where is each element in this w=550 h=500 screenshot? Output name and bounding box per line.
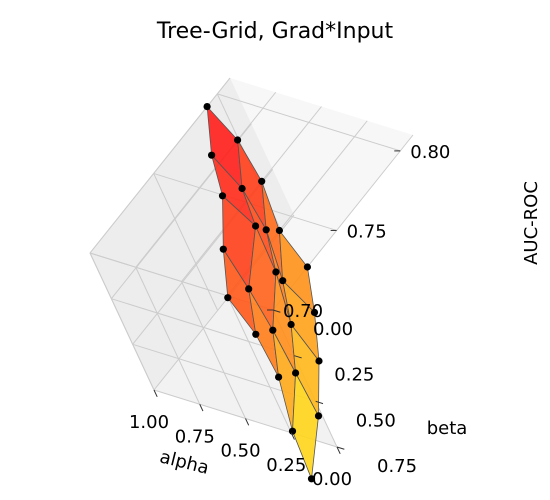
data-point	[314, 412, 323, 420]
data-point	[245, 285, 253, 293]
z-tick-label: 0.80	[410, 142, 450, 163]
y-tick-label: 0.75	[377, 456, 417, 477]
data-point	[292, 369, 300, 377]
x-tick-mark	[199, 404, 204, 412]
data-point	[203, 103, 211, 111]
data-point	[272, 268, 280, 276]
data-point	[238, 184, 246, 193]
z-axis-label: AUC-ROC	[521, 181, 542, 265]
x-axis-label: alpha	[158, 446, 212, 478]
y-tick-mark	[336, 446, 345, 450]
z-tick-label: 0.70	[283, 301, 323, 322]
x-tick-label: 0.00	[312, 469, 352, 490]
y-tick-label: 0.00	[313, 319, 353, 340]
grid-line-alpha	[181, 281, 246, 419]
grid-line-alpha	[135, 91, 277, 268]
data-points	[203, 103, 323, 483]
chart-title: Tree-Grid, Grad*Input	[156, 19, 394, 44]
data-point	[310, 308, 319, 316]
tick-labels: 0.000.250.500.751.000.000.250.500.750.70…	[129, 142, 450, 490]
data-point	[303, 263, 311, 271]
y-tick-label: 0.50	[356, 410, 396, 431]
grid-line-alpha	[226, 295, 292, 433]
y-tick-mark	[294, 355, 302, 359]
data-point	[234, 136, 242, 144]
data-point	[275, 373, 283, 381]
data-point	[252, 330, 260, 338]
data-point	[252, 222, 260, 230]
x-tick-mark	[245, 418, 250, 426]
data-point	[307, 475, 316, 483]
y-tick-mark	[272, 309, 281, 313]
grid-line-auc	[89, 252, 155, 391]
data-point	[315, 357, 323, 365]
x-tick-label: 1.00	[129, 412, 169, 433]
data-point	[287, 320, 295, 329]
x-tick-mark	[336, 446, 341, 455]
data-point	[269, 326, 277, 334]
x-tick-label: 0.75	[175, 426, 215, 447]
x-tick-mark	[153, 389, 158, 398]
x-tick-label: 0.25	[266, 455, 306, 476]
data-point	[279, 277, 287, 285]
data-point	[262, 226, 270, 234]
data-point	[219, 245, 227, 253]
y-tick-label: 0.25	[334, 365, 374, 386]
y-tick-mark	[315, 400, 324, 405]
data-point	[208, 151, 216, 159]
gridlines	[89, 77, 414, 448]
grid-line-alpha	[135, 267, 201, 405]
x-tick-mark	[290, 432, 295, 440]
x-tick-label: 0.50	[220, 441, 260, 462]
data-point	[218, 192, 227, 200]
grid-line-auc	[217, 93, 401, 152]
data-point	[288, 427, 297, 435]
data-point	[224, 294, 232, 302]
z-tick-label: 0.75	[347, 222, 387, 243]
data-point	[275, 226, 283, 235]
grid-line-auc	[153, 173, 219, 311]
data-point	[258, 177, 266, 185]
y-axis-label: beta	[427, 418, 468, 439]
